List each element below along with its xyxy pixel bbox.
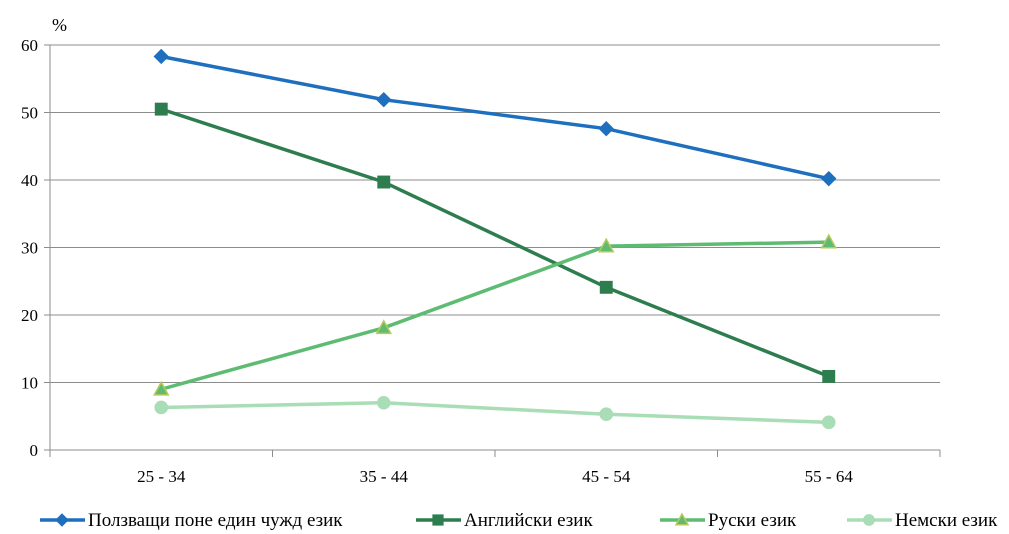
data-point-diamond bbox=[153, 48, 169, 65]
series-line bbox=[160, 107, 830, 379]
series-3 bbox=[152, 233, 838, 396]
axes bbox=[44, 44, 941, 457]
data-point-diamond bbox=[55, 513, 69, 527]
x-tick-label: 45 - 54 bbox=[582, 467, 631, 486]
legend-label: Ползващи поне един чужд език bbox=[88, 510, 343, 531]
y-tick-label: 60 bbox=[21, 36, 38, 55]
x-tick-label: 55 - 64 bbox=[805, 467, 854, 486]
y-tick-label: 0 bbox=[30, 441, 39, 460]
data-point-circle bbox=[154, 400, 169, 415]
y-axis-unit-label: % bbox=[52, 15, 67, 35]
data-point-square bbox=[432, 514, 444, 526]
data-point-square bbox=[599, 280, 613, 294]
series-2 bbox=[154, 102, 836, 383]
legend-label: Немски език bbox=[895, 510, 998, 531]
legend-item-3: Руски език bbox=[660, 510, 797, 531]
data-point-circle bbox=[376, 395, 391, 410]
data-point-triangle bbox=[152, 380, 170, 396]
y-tick-label: 50 bbox=[21, 104, 38, 123]
legend-item-2: Английски език bbox=[416, 510, 593, 531]
series-1 bbox=[153, 48, 837, 187]
legend-label: Руски език bbox=[708, 510, 797, 531]
data-point-diamond bbox=[598, 120, 614, 137]
data-point-circle bbox=[863, 514, 875, 526]
series-4 bbox=[154, 395, 836, 430]
legend-item-4: Немски език bbox=[847, 510, 998, 531]
data-point-triangle bbox=[597, 237, 615, 253]
legend-item-1: Ползващи поне един чужд език bbox=[40, 510, 343, 531]
series-line bbox=[161, 401, 829, 425]
data-point-diamond bbox=[821, 170, 837, 187]
data-point-triangle bbox=[375, 319, 393, 335]
legend-label: Английски език bbox=[464, 510, 593, 531]
legend: Ползващи поне един чужд език Английски ез… bbox=[40, 510, 998, 531]
data-point-square bbox=[822, 369, 836, 383]
data-point-triangle bbox=[674, 512, 690, 526]
y-tick-label: 20 bbox=[21, 306, 38, 325]
data-point-diamond bbox=[376, 91, 392, 108]
data-point-square bbox=[377, 175, 391, 189]
x-tick-label: 35 - 44 bbox=[360, 467, 409, 486]
y-axis-tick-labels: 0 10 20 30 40 50 60 bbox=[21, 36, 38, 460]
series-group bbox=[152, 48, 838, 430]
data-point-triangle bbox=[820, 233, 838, 249]
data-point-square bbox=[154, 102, 168, 116]
series-line bbox=[160, 54, 830, 181]
y-tick-label: 40 bbox=[21, 171, 38, 190]
data-point-circle bbox=[821, 415, 836, 430]
gridlines bbox=[50, 44, 940, 383]
x-tick-label: 25 - 34 bbox=[137, 467, 186, 486]
series-line bbox=[160, 240, 829, 391]
y-tick-label: 30 bbox=[21, 239, 38, 258]
x-axis-tick-labels: 25 - 34 35 - 44 45 - 54 55 - 64 bbox=[137, 467, 853, 486]
data-point-circle bbox=[599, 407, 614, 422]
y-tick-label: 10 bbox=[21, 374, 38, 393]
